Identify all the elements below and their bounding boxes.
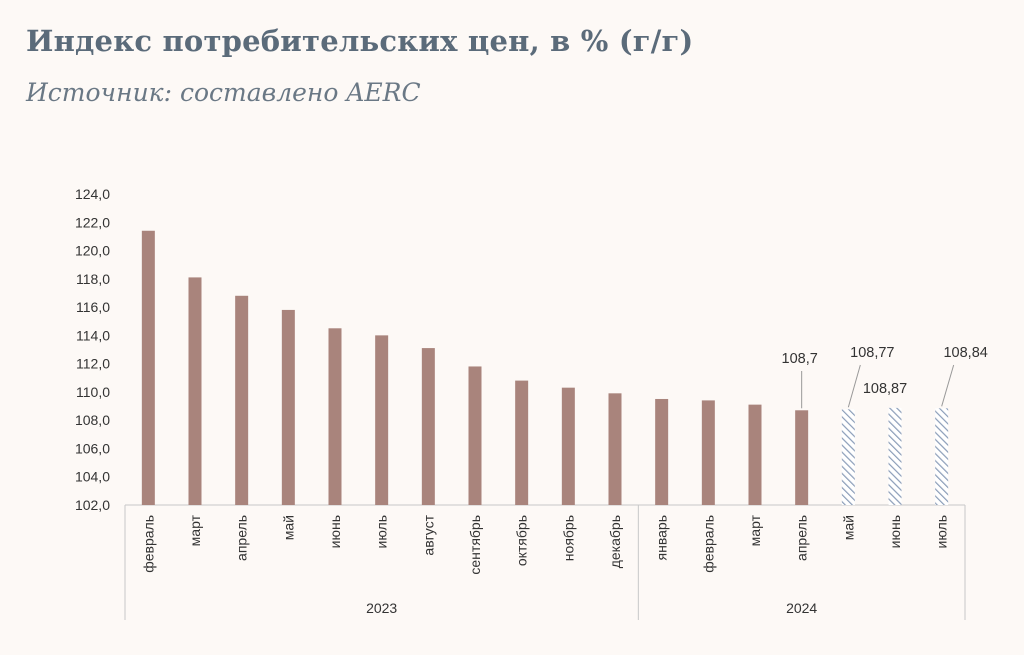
bar bbox=[795, 410, 809, 505]
category-label: март bbox=[747, 514, 763, 546]
y-tick-label: 110,0 bbox=[76, 384, 110, 400]
leader-line bbox=[941, 364, 955, 407]
data-label: 108,87 bbox=[863, 381, 907, 397]
bar bbox=[608, 393, 622, 505]
category-label: апрель bbox=[794, 515, 810, 561]
y-tick-label: 108,0 bbox=[75, 412, 110, 428]
category-label: ноябрь bbox=[560, 515, 576, 561]
category-label: май bbox=[280, 515, 296, 540]
category-label: сентябрь bbox=[467, 515, 483, 575]
bar bbox=[468, 366, 482, 505]
data-label: 108,77 bbox=[850, 345, 894, 361]
bar bbox=[188, 277, 202, 505]
bars bbox=[141, 230, 949, 505]
year-label: 2023 bbox=[366, 600, 397, 616]
chart-title: Индекс потребительских цен, в % (г/г) bbox=[26, 24, 694, 58]
y-tick-label: 124,0 bbox=[75, 186, 110, 202]
category-label: февраль bbox=[140, 515, 156, 573]
leader-line bbox=[847, 364, 861, 408]
forecast-bar bbox=[935, 408, 949, 505]
data-label: 108,84 bbox=[943, 345, 987, 361]
category-label: июль bbox=[374, 515, 390, 548]
forecast-bar bbox=[841, 409, 855, 505]
bar bbox=[281, 309, 295, 505]
category-label: май bbox=[840, 515, 856, 540]
y-tick-label: 118,0 bbox=[76, 271, 110, 287]
y-tick-label: 106,0 bbox=[75, 440, 110, 456]
category-label: август bbox=[420, 514, 436, 555]
y-tick-label: 120,0 bbox=[75, 243, 110, 259]
bar bbox=[141, 230, 155, 505]
bar bbox=[375, 335, 389, 505]
y-tick-label: 116,0 bbox=[76, 299, 110, 315]
forecast-bar bbox=[888, 407, 902, 505]
year-label: 2024 bbox=[786, 600, 817, 616]
y-tick-label: 104,0 bbox=[75, 469, 110, 485]
data-labels: 108,7 108,77 108,87 108,84 bbox=[782, 345, 988, 409]
bar bbox=[328, 328, 342, 505]
category-label: июнь bbox=[887, 515, 903, 548]
y-tick-label: 114,0 bbox=[76, 327, 110, 343]
y-tick-label: 122,0 bbox=[75, 214, 110, 230]
bar bbox=[421, 348, 435, 505]
chart-subtitle: Источник: составлено AERC bbox=[26, 78, 421, 107]
category-label: март bbox=[187, 514, 203, 546]
category-label: декабрь bbox=[607, 515, 623, 568]
bar bbox=[235, 295, 249, 505]
bar bbox=[655, 398, 669, 505]
bar bbox=[561, 387, 575, 505]
bar bbox=[748, 404, 762, 505]
category-label: июль bbox=[934, 515, 950, 548]
category-label: январь bbox=[654, 515, 670, 560]
category-label: апрель bbox=[234, 515, 250, 561]
category-label: февраль bbox=[700, 515, 716, 573]
category-label: июнь bbox=[327, 515, 343, 548]
y-tick-label: 112,0 bbox=[76, 356, 110, 372]
data-label: 108,7 bbox=[782, 351, 818, 367]
axes: 102,0 104,0 106,0 108,0 110,0 112,0 114,0 116,0… bbox=[75, 186, 966, 620]
bar bbox=[701, 400, 715, 505]
y-tick-label: 102,0 bbox=[75, 497, 110, 513]
bar bbox=[515, 380, 529, 505]
category-label: октябрь bbox=[514, 515, 530, 566]
